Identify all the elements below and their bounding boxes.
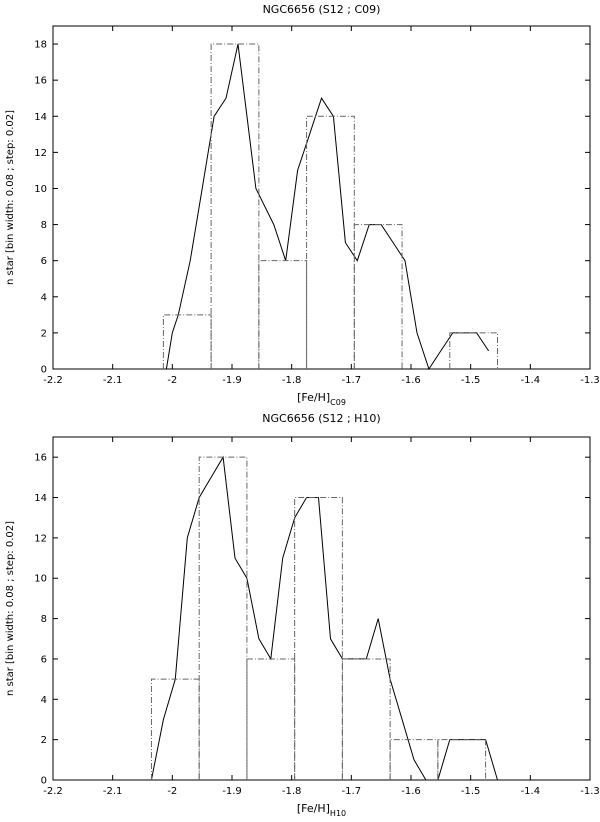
y-tick-label: 10: [34, 184, 47, 195]
chart-bottom: NGC6656 (S12 ; H10) -2.2 -2.1 -2 -1.9 -1.8 -1.…: [5, 412, 600, 818]
x-tick-label: -1.5: [461, 375, 481, 386]
y-tick-label: 18: [34, 40, 47, 51]
y-tick-label: 14: [34, 112, 47, 123]
histogram-bar: [294, 497, 343, 780]
histogram-bar: [162, 314, 212, 369]
histogram-series: [162, 43, 499, 369]
histogram-bar: [341, 658, 391, 780]
x-tick-label: -2: [167, 375, 177, 386]
moving-count-line: [150, 455, 498, 781]
x-tick-label: -1.4: [521, 786, 541, 797]
y-tick-label: 10: [34, 574, 47, 585]
y-tick-label: 16: [34, 453, 47, 464]
y-tick-label: 12: [34, 533, 47, 544]
histogram-bar: [150, 678, 200, 780]
moving-count-line: [165, 43, 490, 371]
y-tick-label: 14: [34, 493, 47, 504]
x-tick-label: -1.6: [401, 786, 421, 797]
y-tick-label: 6: [41, 654, 47, 665]
histogram-bar: [198, 456, 248, 780]
x-axis-label-sub: H10: [330, 809, 346, 818]
chart-title: NGC6656 (S12 ; C09): [263, 3, 381, 16]
y-tick-label: 12: [34, 148, 47, 159]
histogram-bar: [306, 115, 355, 369]
y-tick-label: 8: [41, 614, 47, 625]
histogram-bar: [210, 43, 260, 369]
y-tick-label: 4: [41, 292, 47, 303]
plot-frame: [52, 436, 591, 781]
x-tick-label: -1.9: [222, 786, 242, 797]
x-tick-label: -2.2: [43, 786, 63, 797]
y-tick-label: 16: [34, 76, 47, 87]
x-tick-label: -2.1: [103, 375, 123, 386]
x-tick-label: -2.1: [103, 786, 123, 797]
y-tick-label: 2: [41, 735, 47, 746]
x-tick-label: -1.3: [580, 375, 600, 386]
chart-title: NGC6656 (S12 ; H10): [262, 412, 380, 425]
x-axis-label: [Fe/H]C09: [297, 391, 346, 407]
histogram-series: [150, 456, 487, 780]
y-axis-label: n star [bin width: 0.08 ; step: 0.02]: [5, 521, 16, 696]
x-tick-label: -1.8: [282, 786, 302, 797]
histogram-bar: [258, 260, 308, 369]
x-axis-label-sub: C09: [330, 398, 346, 407]
x-axis-label-main: [Fe/H]: [297, 802, 330, 815]
x-tick-label: -1.3: [580, 786, 600, 797]
y-axis-label: n star [bin width: 0.08 ; step: 0.02]: [5, 110, 16, 285]
x-tick-label: -2: [167, 786, 177, 797]
chart-panel-top: NGC6656 (S12 ; C09) -2.2 -2.1 -2 -1.9 -1.8 -1.…: [0, 0, 600, 409]
x-axis-label-main: [Fe/H]: [297, 391, 330, 404]
plot-frame: [52, 25, 591, 370]
y-tick-label: 4: [41, 695, 47, 706]
y-tick-label: 8: [41, 220, 47, 231]
x-tick-label: -1.4: [521, 375, 541, 386]
histogram-bar: [246, 658, 296, 780]
x-tick-label: -1.7: [342, 375, 362, 386]
x-tick-label: -1.8: [282, 375, 302, 386]
chart-panel-bottom: NGC6656 (S12 ; H10) -2.2 -2.1 -2 -1.9 -1.8 -1.…: [0, 409, 600, 818]
y-tick-label: 0: [41, 776, 47, 787]
x-tick-label: -1.7: [342, 786, 362, 797]
y-tick-label: 6: [41, 256, 47, 267]
histogram-bar: [437, 739, 487, 780]
x-tick-label: -1.5: [461, 786, 481, 797]
histogram-bar: [353, 224, 403, 369]
x-tick-label: -2.2: [43, 375, 63, 386]
x-tick-label: -1.6: [401, 375, 421, 386]
y-tick-label: 0: [41, 365, 47, 376]
x-tick-label: -1.9: [222, 375, 242, 386]
x-axis-label: [Fe/H]H10: [297, 802, 346, 818]
y-tick-label: 2: [41, 328, 47, 339]
chart-top: NGC6656 (S12 ; C09) -2.2 -2.1 -2 -1.9 -1.8 -1.…: [5, 3, 600, 407]
histogram-bar: [449, 332, 499, 369]
